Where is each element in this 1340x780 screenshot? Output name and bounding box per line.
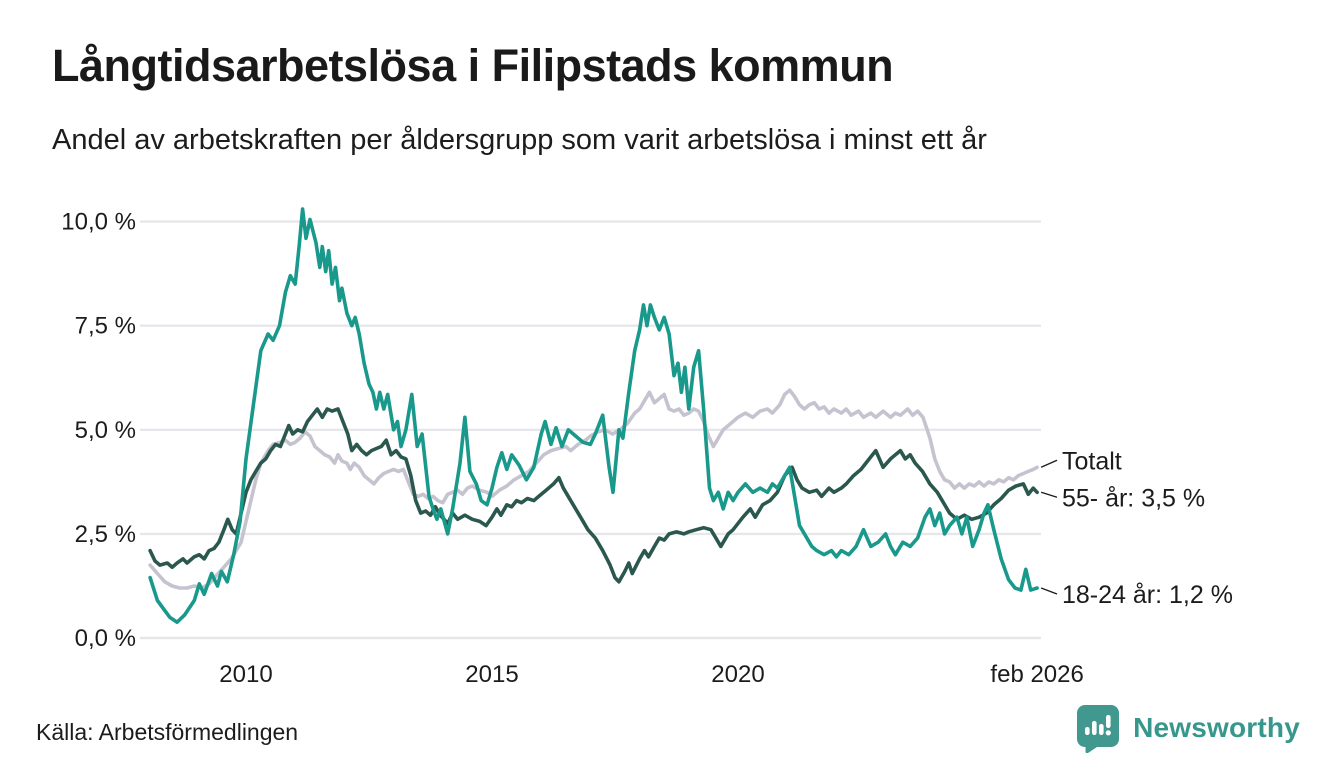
page-subtitle: Andel av arbetskraften per åldersgrupp s… [52, 124, 987, 156]
annotation-connector [1040, 459, 1058, 468]
series-line-18-24-r [148, 207, 1039, 625]
y-axis-tick-label: 10,0 % [61, 209, 136, 236]
brand-logo: Newsworthy [1075, 703, 1300, 754]
x-axis-tick-label: feb 2026 [990, 661, 1083, 688]
y-axis-tick-label: 2,5 % [75, 521, 136, 548]
series-line-55-r [148, 407, 1039, 584]
page-title: Långtidsarbetslösa i Filipstads kommun [52, 40, 894, 91]
annotation-connector [1040, 491, 1058, 498]
series-line-totalt [148, 388, 1039, 590]
newsworthy-icon [1075, 703, 1121, 754]
annotation-label-18-24-r: 18-24 år: 1,2 % [1062, 581, 1233, 609]
annotation-label-55-r: 55- år: 3,5 % [1062, 484, 1205, 512]
brand-wordmark: Newsworthy [1133, 712, 1300, 743]
x-axis-tick-label: 2010 [219, 661, 272, 688]
y-axis-tick-label: 7,5 % [75, 313, 136, 340]
y-axis-tick-label: 0,0 % [75, 625, 136, 652]
source-note: Källa: Arbetsförmedlingen [36, 719, 299, 745]
y-axis-tick-label: 5,0 % [75, 417, 136, 444]
x-axis-tick-label: 2020 [711, 661, 764, 688]
annotation-label-totalt: Totalt [1062, 447, 1122, 475]
x-axis-tick-label: 2015 [465, 661, 518, 688]
annotation-connector [1040, 587, 1058, 595]
